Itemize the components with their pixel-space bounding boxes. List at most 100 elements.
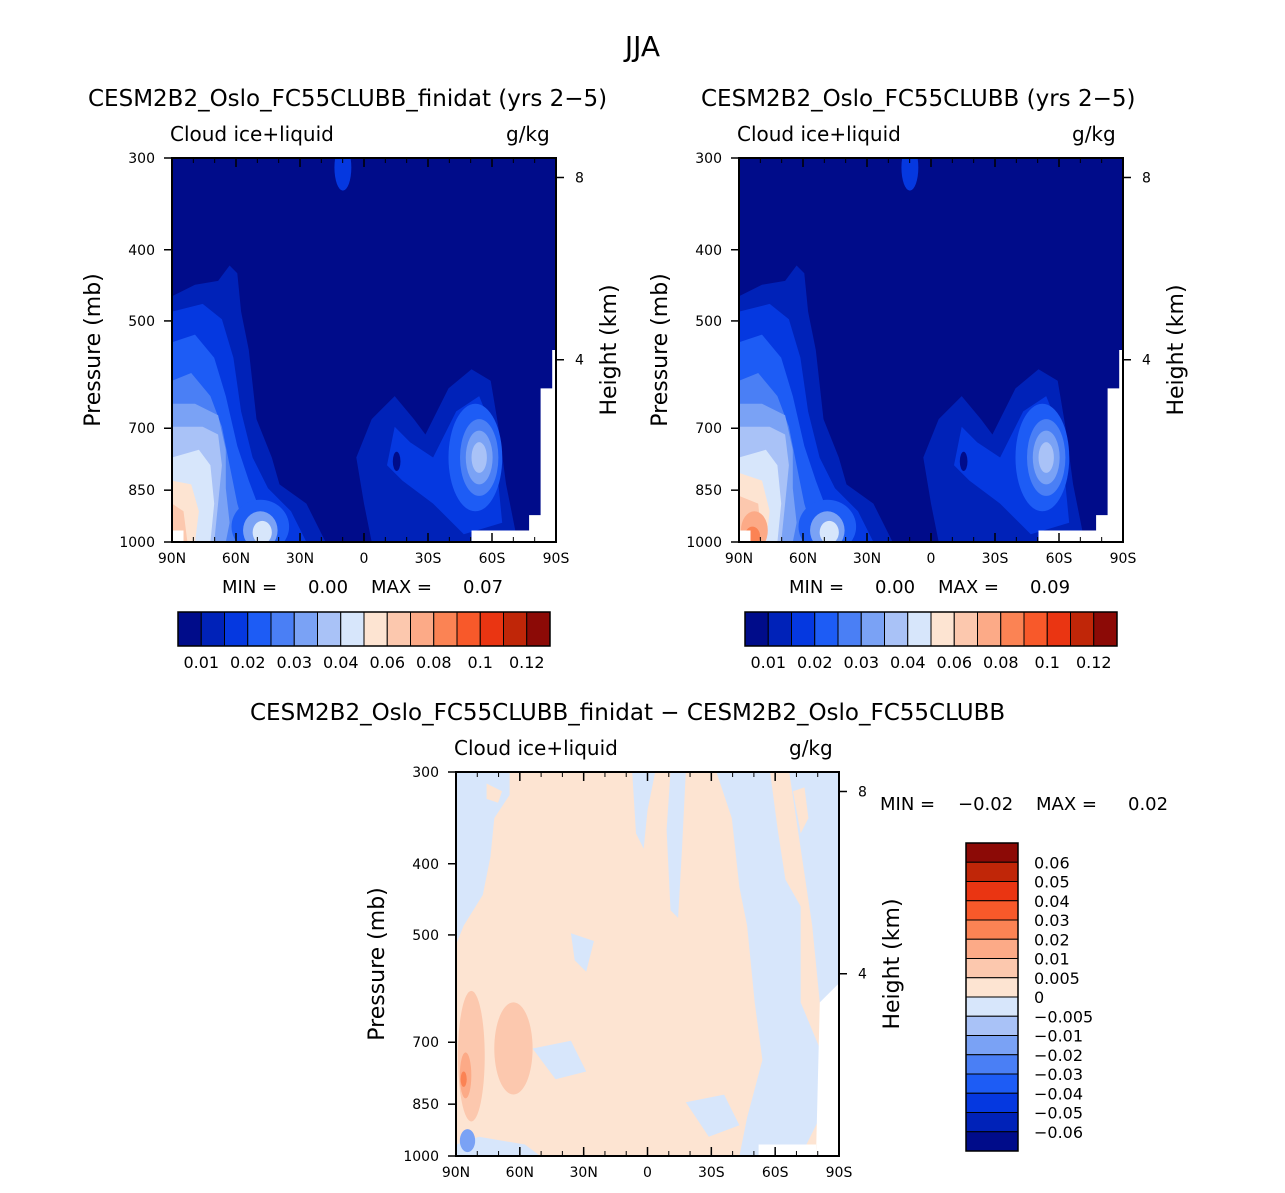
colorbar1-label: 0.03 — [276, 653, 312, 672]
colorbar2-swatch — [744, 611, 769, 647]
colorbar1-swatch — [270, 611, 295, 647]
colorbar1-label: 0.04 — [323, 653, 359, 672]
colorbar3-label: −0.01 — [1034, 1027, 1083, 1046]
p3-xtick-label: 60S — [762, 1165, 789, 1181]
p2-ylabel: Pressure (mb) — [648, 273, 673, 427]
p3-neg-patch-a — [570, 933, 594, 972]
p2-contours — [739, 158, 1123, 542]
panel1-min-value: 0.00 — [308, 577, 349, 598]
panel2-min-label: MIN = — [789, 577, 845, 598]
colorbar3-swatch — [965, 996, 1019, 1017]
colorbar2-swatch — [907, 611, 932, 647]
p3-pos-nw-patch — [486, 783, 502, 803]
colorbar2-label: 0.03 — [843, 653, 879, 672]
colorbar3-label: −0.03 — [1034, 1065, 1083, 1084]
p1-xtick-label: 90S — [543, 551, 570, 567]
p2-sh-band-6 — [1038, 442, 1054, 473]
colorbar3-swatch — [965, 881, 1019, 902]
p1-missing-antarctica — [471, 350, 556, 542]
colorbar3-swatch — [965, 1073, 1019, 1094]
p1-ylabel: Pressure (mb) — [81, 273, 106, 427]
p3-contours — [456, 772, 839, 1156]
p3-xtick-label: 90S — [826, 1165, 853, 1181]
colorbar2-label: 0.04 — [890, 653, 926, 672]
colorbar3-label: 0.005 — [1034, 969, 1080, 988]
p3-ytick-label: 300 — [412, 765, 439, 781]
colorbar1-swatch — [247, 611, 272, 647]
colorbar3-label: 0.01 — [1034, 950, 1070, 969]
colorbar1-swatch — [317, 611, 342, 647]
p3-ytick-label: 400 — [412, 857, 439, 873]
colorbar2-swatch — [860, 611, 885, 647]
panel3-max-label: MAX = — [1036, 794, 1097, 815]
colorbar3-label: −0.005 — [1034, 1007, 1093, 1026]
p3-pos-south-patch — [793, 787, 809, 834]
p1-sh-band-6 — [471, 442, 487, 473]
p3-ylabel: Pressure (mb) — [365, 887, 390, 1041]
colorbar3-label: −0.02 — [1034, 1046, 1083, 1065]
colorbar2-label: 0.08 — [983, 653, 1019, 672]
p2-blob-upper — [901, 158, 919, 191]
p1-ytick-right-label: 4 — [575, 353, 584, 369]
p2-xtick-label: 90N — [725, 551, 753, 567]
panel3-min-value: −0.02 — [958, 794, 1014, 815]
colorbar3-swatch — [965, 1015, 1019, 1036]
p2-xtick-label: 30N — [853, 551, 881, 567]
colorbar3-label: 0 — [1034, 988, 1044, 1007]
p1-xtick-label: 60S — [479, 551, 506, 567]
p1-surface-blob-3 — [252, 520, 272, 542]
p3-pos-nh-1 — [494, 1002, 533, 1095]
p2-surface-blob-3 — [819, 520, 839, 542]
p3-ytick-label: 700 — [412, 1035, 439, 1051]
colorbar3-swatch — [965, 842, 1019, 863]
panel2-units: g/kg — [1072, 122, 1116, 146]
p2-ytick-right-label: 8 — [1142, 170, 1151, 186]
panel3-variable: Cloud ice+liquid — [454, 736, 618, 760]
p3-missing-antarctica — [758, 1144, 816, 1156]
colorbar3-swatch — [965, 1092, 1019, 1113]
p3-neg-surface-core — [459, 1129, 476, 1153]
colorbar2-swatch — [953, 611, 978, 647]
colorbar3-swatch — [965, 958, 1019, 979]
colorbar1-swatch — [526, 611, 551, 647]
colorbar3-label: −0.05 — [1034, 1104, 1083, 1123]
p2-sh-hole — [959, 451, 968, 471]
colorbar1-swatch — [456, 611, 481, 647]
panel2-variable: Cloud ice+liquid — [737, 122, 901, 146]
p3-xtick-label: 30S — [698, 1165, 725, 1181]
colorbar1-label: 0.08 — [416, 653, 452, 672]
colorbar1-swatch — [177, 611, 202, 647]
panel2-max-label: MAX = — [938, 577, 999, 598]
p1-ytick-label: 1000 — [119, 535, 155, 551]
colorbar1-swatch — [386, 611, 411, 647]
colorbar2-frame — [744, 611, 1118, 647]
panel3-min-label: MIN = — [880, 794, 936, 815]
panel2-title: CESM2B2_Oslo_FC55CLUBB (yrs 2−5) — [701, 86, 1136, 112]
p3-xtick-label: 60N — [506, 1165, 534, 1181]
colorbar2-label: 0.01 — [750, 653, 786, 672]
colorbar1-swatch — [433, 611, 458, 647]
p2-ytick-label: 400 — [695, 243, 722, 259]
p1-ytick-label: 500 — [128, 314, 155, 330]
p3-neg-nw — [456, 772, 510, 945]
panel1-max-label: MAX = — [371, 577, 432, 598]
colorbar2-swatch — [767, 611, 792, 647]
p3-pos-nh-peak — [460, 1071, 467, 1087]
colorbar2-swatch — [1023, 611, 1048, 647]
p3-neg-sh-band — [716, 772, 820, 1156]
p3-neg-patch-b — [532, 1040, 587, 1080]
colorbar1-swatch — [410, 611, 435, 647]
colorbar1-label: 0.02 — [230, 653, 266, 672]
panel2-max-value: 0.09 — [1030, 577, 1071, 598]
p3-ytick-label: 1000 — [403, 1149, 439, 1165]
colorbar2-swatch — [791, 611, 816, 647]
colorbar1-swatch — [200, 611, 225, 647]
p3-ytick-label: 500 — [412, 928, 439, 944]
p2-ytick-label: 1000 — [686, 535, 722, 551]
p1-blob-upper — [334, 158, 352, 191]
p2-ylabel-right: Height (km) — [1164, 284, 1189, 415]
colorbar1-frame — [177, 611, 551, 647]
panel1-units: g/kg — [506, 122, 550, 146]
colorbar3-swatch — [965, 900, 1019, 921]
p2-ytick-label: 850 — [695, 483, 722, 499]
